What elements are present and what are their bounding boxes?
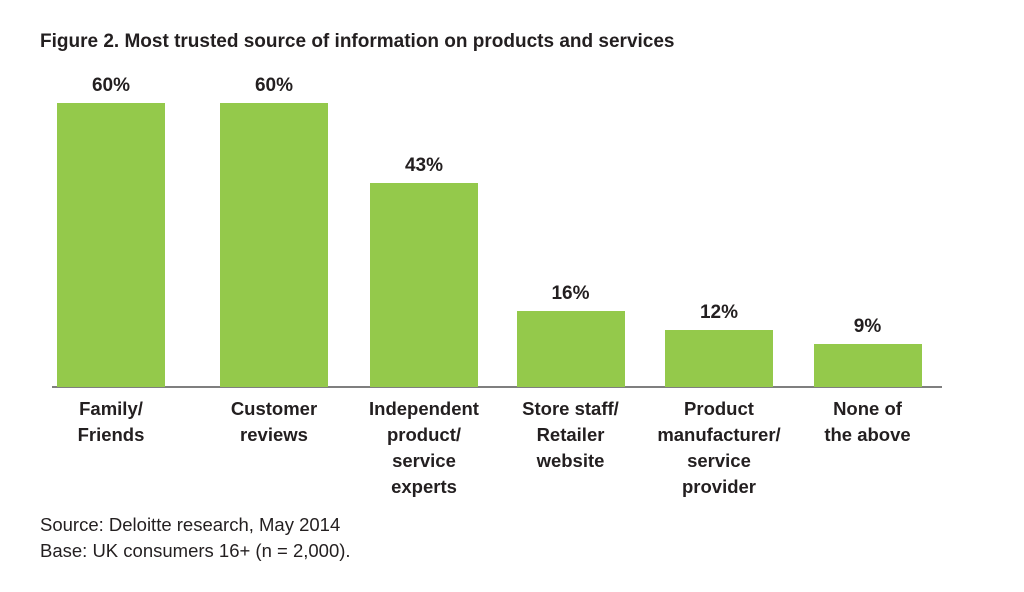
source-note: Source: Deloitte research, May 2014 (40, 514, 341, 535)
bar-category-label-6: None of the above (824, 398, 911, 445)
bar-4 (516, 311, 625, 387)
bar-category-label-1: Family/ Friends (77, 398, 145, 445)
bar-value-label-1: 60% (91, 75, 131, 96)
x-axis-line (52, 386, 942, 388)
bar-6 (813, 344, 922, 387)
bar-2 (220, 103, 328, 387)
bar-3 (370, 183, 478, 387)
bar-1 (57, 103, 165, 387)
bar-value-label-5: 12% (699, 302, 739, 323)
bar-category-label-5: Product manufacturer/ service provider (657, 398, 781, 497)
bar-category-label-3: Independent product/ service experts (369, 398, 479, 497)
bar-5 (665, 330, 773, 387)
bar-category-label-4: Store staff/ Retailer website (522, 398, 619, 471)
bar-value-label-4: 16% (551, 283, 590, 304)
bar-value-label-6: 9% (853, 316, 882, 337)
bar-category-label-2: Customer reviews (230, 398, 318, 445)
bar-value-label-3: 43% (404, 155, 444, 176)
bar-value-label-2: 60% (254, 75, 294, 96)
figure-title: Figure 2. Most trusted source of informa… (40, 31, 675, 52)
base-note: Base: UK consumers 16+ (n = 2,000). (40, 540, 351, 561)
